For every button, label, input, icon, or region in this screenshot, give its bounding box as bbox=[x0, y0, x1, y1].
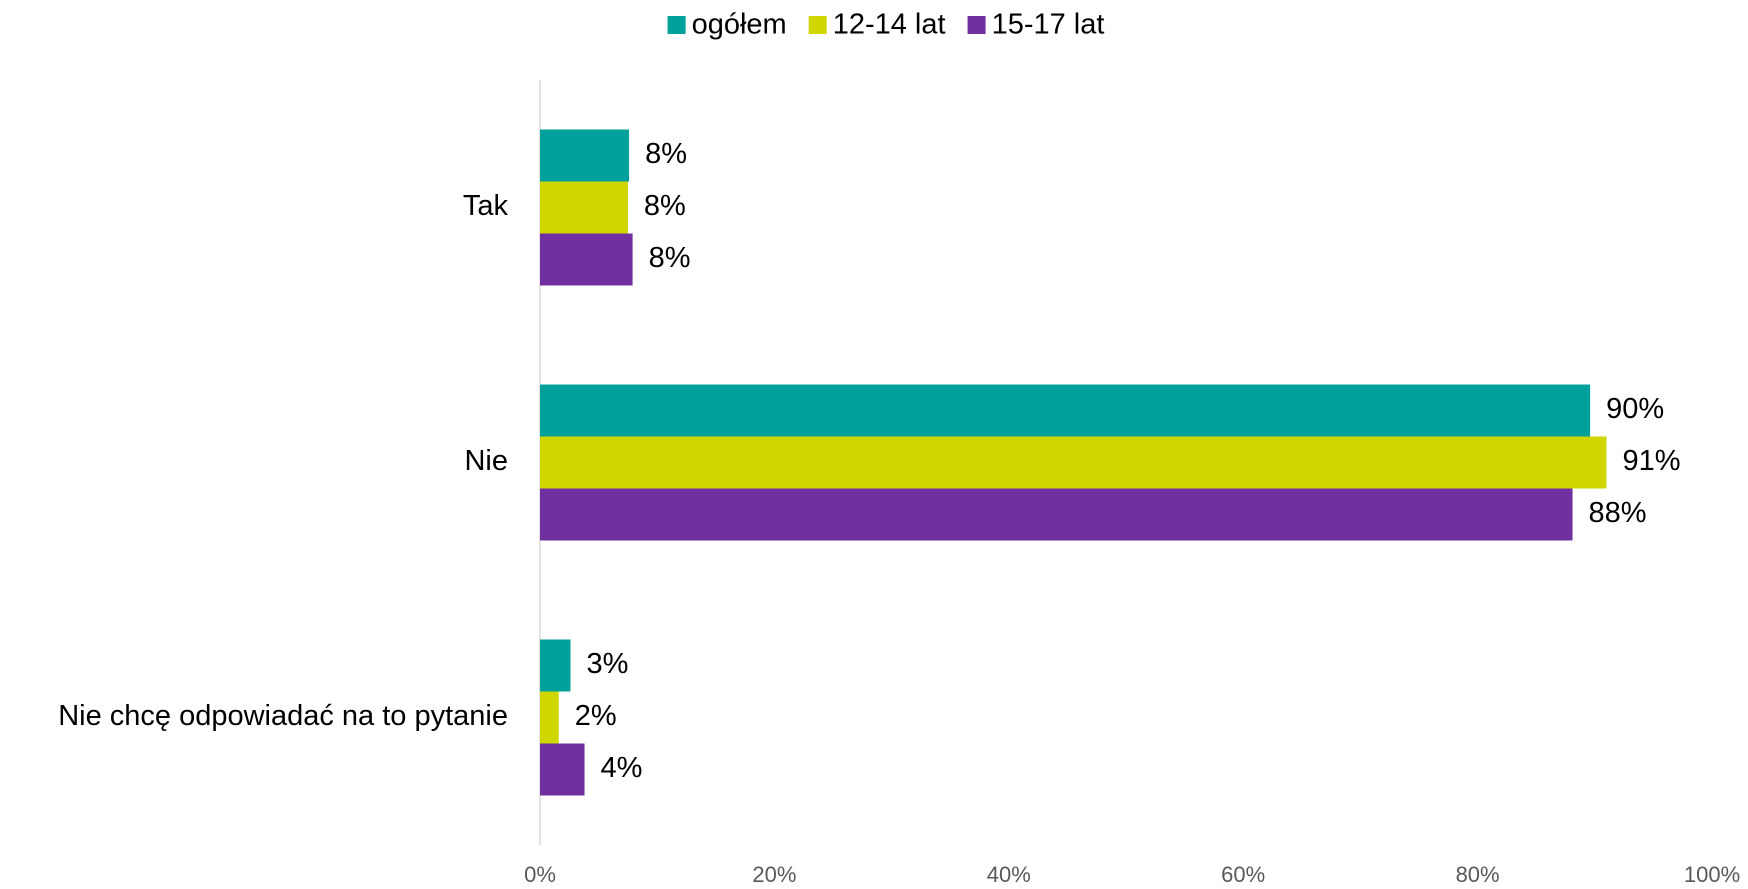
bar bbox=[540, 691, 559, 744]
legend-label: ogółem bbox=[692, 9, 787, 41]
legend-swatch bbox=[808, 16, 827, 34]
x-tick-label: 0% bbox=[524, 862, 556, 887]
bar bbox=[540, 384, 1591, 437]
bar bbox=[540, 181, 628, 234]
legend-label: 15-17 lat bbox=[992, 9, 1105, 41]
x-tick-label: 60% bbox=[1221, 862, 1265, 887]
data-label: 2% bbox=[575, 700, 617, 732]
x-tick-label: 40% bbox=[987, 862, 1031, 887]
x-tick-label: 80% bbox=[1456, 862, 1500, 887]
legend-swatch bbox=[667, 16, 686, 34]
bar bbox=[540, 436, 1607, 489]
bar bbox=[540, 639, 571, 692]
data-label: 3% bbox=[586, 648, 628, 680]
data-label: 90% bbox=[1606, 393, 1664, 425]
data-label: 8% bbox=[644, 190, 686, 222]
bar bbox=[540, 129, 630, 182]
data-label: 8% bbox=[649, 242, 691, 274]
category-label: Tak bbox=[463, 190, 509, 222]
data-label: 8% bbox=[645, 138, 687, 170]
category-label: Nie bbox=[464, 445, 508, 477]
x-tick-label: 100% bbox=[1684, 862, 1740, 887]
data-label: 4% bbox=[601, 752, 643, 784]
legend-label: 12-14 lat bbox=[833, 9, 946, 41]
bar bbox=[540, 233, 633, 286]
data-label: 91% bbox=[1623, 445, 1681, 477]
legend-swatch bbox=[967, 16, 986, 34]
data-label: 88% bbox=[1589, 497, 1647, 529]
x-tick-label: 20% bbox=[752, 862, 796, 887]
category-label: Nie chcę odpowiadać na to pytanie bbox=[58, 700, 508, 732]
bar bbox=[540, 743, 585, 796]
bar bbox=[540, 488, 1573, 541]
